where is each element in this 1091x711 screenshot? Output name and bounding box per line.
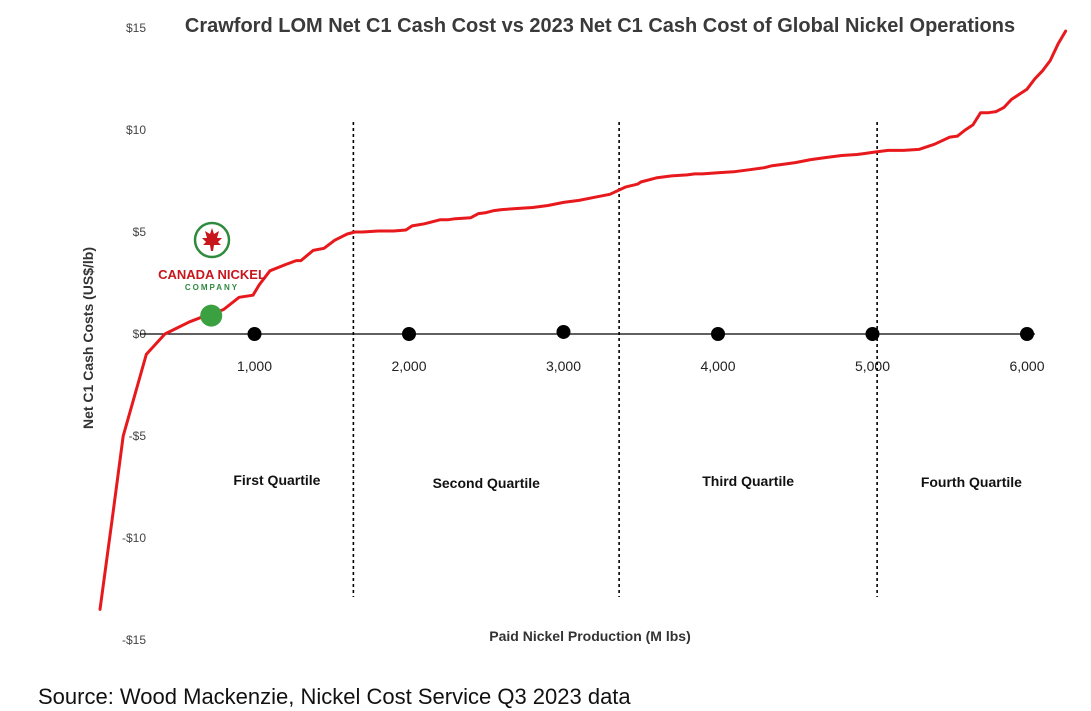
quartile-label: Second Quartile <box>433 475 541 491</box>
x-tick-label: 5,000 <box>855 358 890 374</box>
canada-nickel-logo: CANADA NICKEL COMPANY <box>158 221 266 292</box>
y-axis-label: Net C1 Cash Costs (US$/lb) <box>80 247 96 429</box>
y-tick-label: -$5 <box>129 429 147 443</box>
x-tick-label: 4,000 <box>700 358 735 374</box>
crawford-highlight-point <box>200 304 223 327</box>
quartile-label: Third Quartile <box>702 473 794 489</box>
x-axis-ticks: 1,000 2,000 3,000 4,000 5,000 6,000 <box>237 358 1045 374</box>
axis-markers <box>247 324 1034 341</box>
quartile-label: First Quartile <box>233 472 320 488</box>
x-tick-label: 2,000 <box>391 358 426 374</box>
quartile-dividers <box>352 122 878 597</box>
x-tick-label: 3,000 <box>546 358 581 374</box>
y-tick-label: $10 <box>126 123 146 137</box>
axis-marker-dot <box>247 327 262 341</box>
chart-title: Crawford LOM Net C1 Cash Cost vs 2023 Ne… <box>185 15 1015 37</box>
source-note: Source: Wood Mackenzie, Nickel Cost Serv… <box>38 684 631 709</box>
maple-leaf-icon <box>202 228 222 251</box>
cost-curve-line <box>98 29 1068 611</box>
quartile-labels: First Quartile Second Quartile Third Quart… <box>233 472 1022 491</box>
y-tick-label: -$10 <box>122 531 146 545</box>
axis-marker-dot <box>1020 327 1034 341</box>
logo-text-main: CANADA NICKEL <box>158 267 266 282</box>
x-tick-label: 6,000 <box>1009 358 1044 374</box>
axis-marker-dot <box>711 327 725 341</box>
y-tick-label: -$15 <box>122 633 146 647</box>
y-tick-label: $5 <box>133 225 147 239</box>
x-axis-label: Paid Nickel Production (M lbs) <box>489 628 690 644</box>
y-tick-label: $0 <box>133 327 147 341</box>
x-tick-label: 1,000 <box>237 358 272 374</box>
y-axis-ticks: $15 $10 $5 $0 -$5 -$10 -$15 <box>122 21 146 647</box>
quartile-label: Fourth Quartile <box>921 474 1022 490</box>
logo-text-sub: COMPANY <box>185 283 239 292</box>
y-tick-label: $15 <box>126 21 146 35</box>
axis-marker-dot <box>865 327 880 341</box>
axis-marker-dot <box>402 327 416 341</box>
axis-marker-dot <box>556 324 571 339</box>
